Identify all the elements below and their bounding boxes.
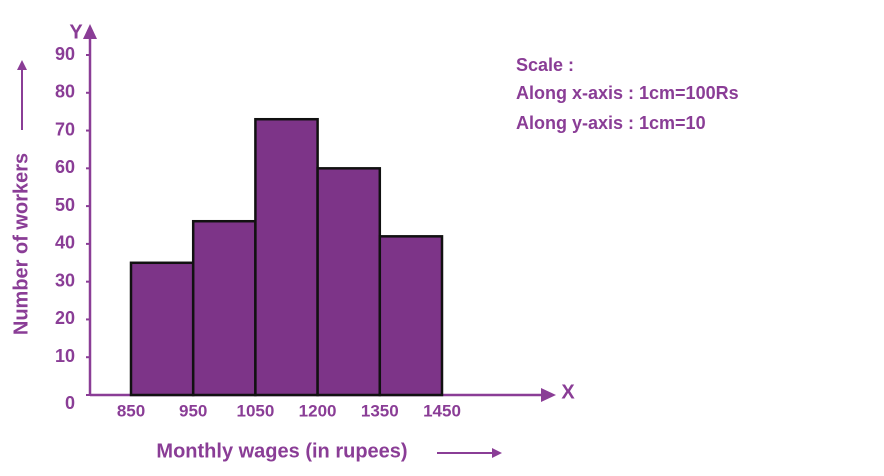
y-tick-label: 60 — [55, 157, 75, 177]
y-tick-label: 90 — [55, 44, 75, 64]
bar — [129, 261, 195, 397]
y-tick-label: 80 — [55, 82, 75, 102]
y-axis-label: Number of workers — [10, 153, 32, 335]
y-axis-letter: Y — [69, 21, 83, 43]
x-tick-label: 850 — [117, 401, 145, 420]
y-tick-label: 40 — [55, 233, 75, 253]
x-tick-label: 1050 — [236, 401, 274, 420]
y-label-arrowhead — [17, 60, 27, 70]
scale-y: Along y-axis : 1cm=10 — [516, 113, 706, 133]
x-axis-letter: X — [561, 381, 575, 403]
x-axis-arrow — [541, 388, 556, 402]
bar — [316, 167, 382, 397]
y-tick-label: 30 — [55, 270, 75, 290]
bar — [378, 235, 444, 397]
x-tick-label: 950 — [179, 401, 207, 420]
scale-title: Scale : — [516, 55, 574, 75]
y-tick-label: 0 — [65, 393, 75, 413]
x-tick-label: 1350 — [361, 401, 399, 420]
y-tick-label: 20 — [55, 308, 75, 328]
bar — [254, 117, 319, 397]
x-label-arrowhead — [492, 448, 502, 458]
y-tick-label: 50 — [55, 195, 75, 215]
x-tick-label: 1200 — [299, 401, 337, 420]
y-tick-label: 70 — [55, 119, 75, 139]
bar — [191, 219, 257, 397]
y-axis-arrow — [83, 24, 97, 39]
x-tick-label: 1450 — [423, 401, 461, 420]
y-tick-label: 10 — [55, 346, 75, 366]
scale-x: Along x-axis : 1cm=100Rs — [516, 83, 739, 103]
x-axis-label: Monthly wages (in rupees) — [156, 440, 407, 462]
